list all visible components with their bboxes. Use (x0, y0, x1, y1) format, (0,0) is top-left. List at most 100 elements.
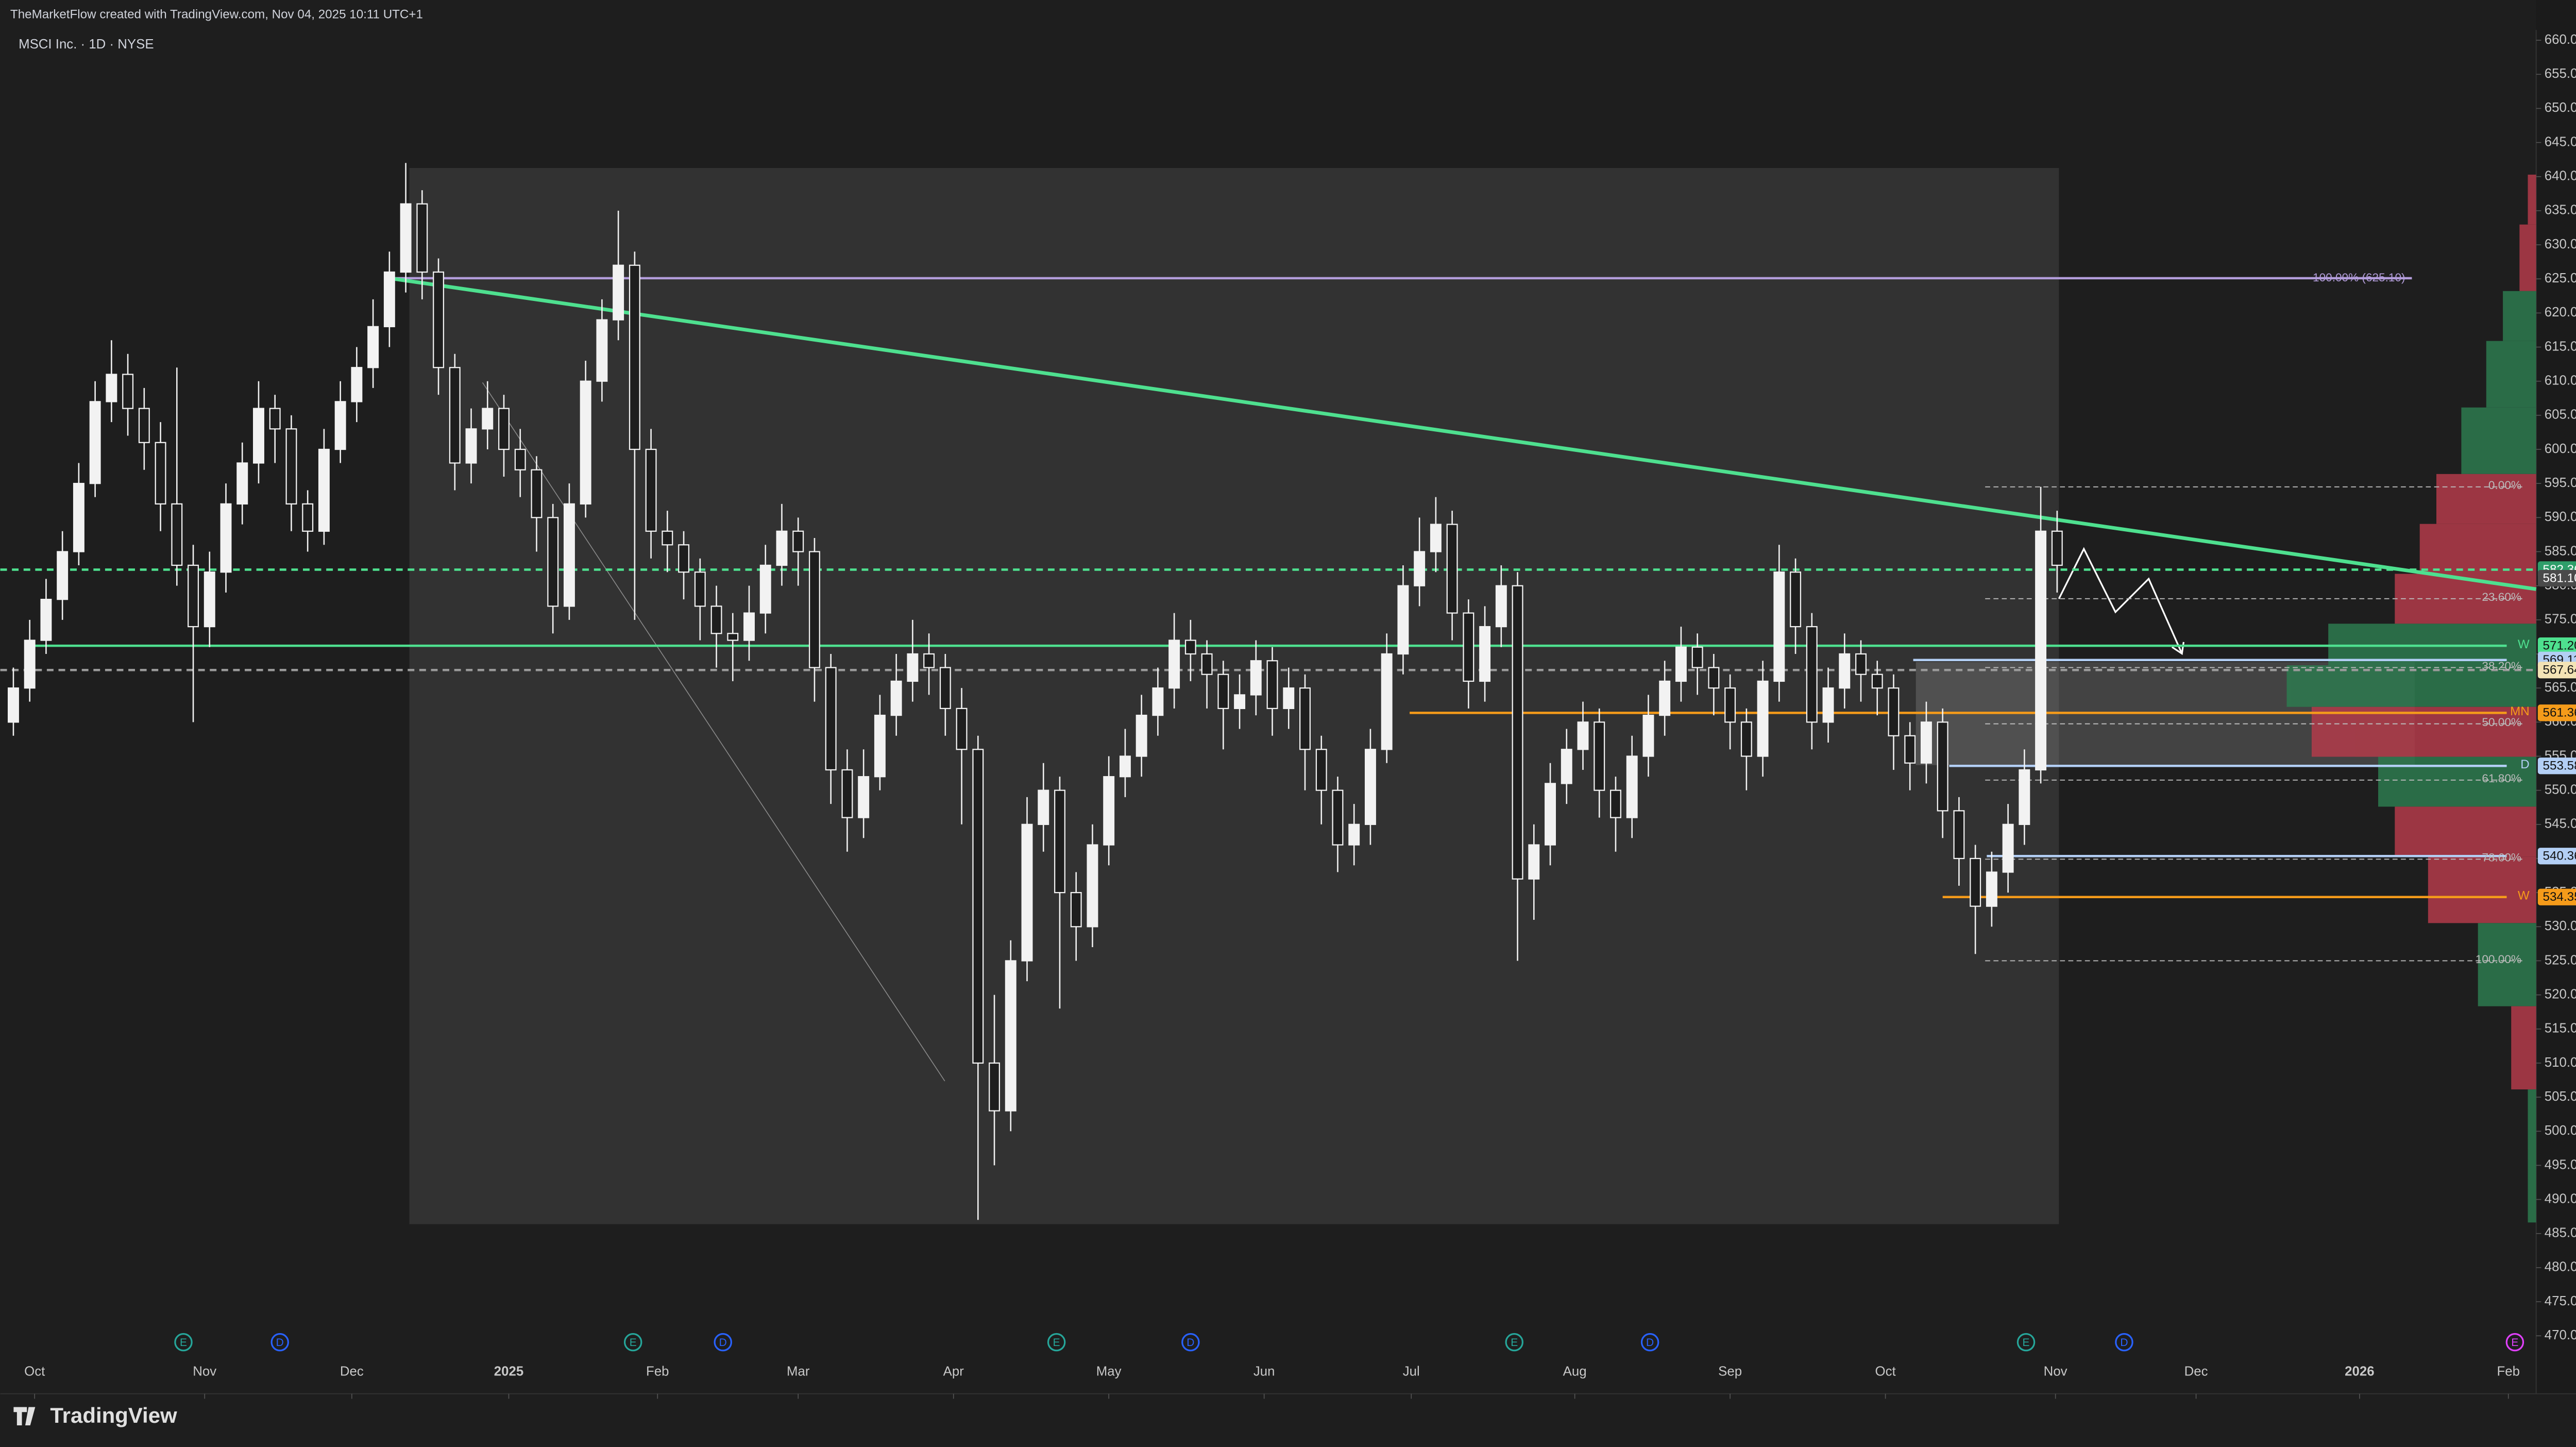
x-tick-label: 2025 (494, 1365, 523, 1379)
candle-body (236, 462, 248, 505)
candle-body (956, 708, 968, 750)
candle-body (351, 367, 363, 402)
event-icon (2115, 1333, 2133, 1352)
candle-body (1463, 612, 1475, 682)
candle-body (1888, 687, 1900, 736)
candle-body (1348, 823, 1360, 846)
y-tick-label: 485.00 (2545, 1226, 2576, 1240)
candle-body (547, 517, 559, 607)
candle-body (1038, 789, 1049, 825)
y-tick-label: 600.00 (2545, 442, 2576, 456)
candle-body (334, 401, 346, 450)
candle-body (645, 448, 657, 532)
event-label: E (630, 1337, 637, 1349)
y-tick-label: 495.00 (2545, 1157, 2576, 1172)
candle-body (1152, 687, 1164, 716)
price-label: 581.10 (2543, 571, 2576, 585)
candle-body (1561, 749, 1572, 784)
candle-body (400, 203, 412, 273)
candle-body (1250, 660, 1262, 696)
event-label: D (1187, 1337, 1194, 1349)
candle-body (1708, 667, 1720, 689)
event-icon (174, 1333, 193, 1352)
candle-body (89, 401, 101, 484)
price-label: 571.20 (2543, 638, 2576, 652)
candle-body (1855, 653, 1867, 675)
y-tick-label: 635.00 (2545, 203, 2576, 217)
y-tick-label: 490.00 (2545, 1191, 2576, 1206)
event-icon (1047, 1333, 1066, 1352)
candle-body (580, 380, 591, 505)
x-tick-label: Nov (2044, 1365, 2067, 1379)
candle-body (1920, 721, 1932, 764)
candle-body (1790, 571, 1802, 628)
candle-body (482, 408, 494, 430)
candle-body (1332, 789, 1344, 846)
y-tick-label: 505.00 (2545, 1089, 2576, 1104)
x-tick-label: Jul (1403, 1365, 1420, 1379)
profile-bar (2486, 341, 2536, 408)
price-label-box (2537, 848, 2576, 865)
profile-bar (2503, 291, 2536, 341)
candle-body (106, 374, 117, 402)
profile-bar (2328, 624, 2536, 666)
event-icon (714, 1333, 733, 1352)
y-tick-label: 500.00 (2545, 1123, 2576, 1138)
candle-body (776, 530, 788, 566)
price-label-box (2537, 758, 2576, 775)
candle-body (1626, 755, 1638, 818)
candle-body (1757, 680, 1769, 757)
y-tick-label: 470.00 (2545, 1328, 2576, 1342)
candle-body (1087, 844, 1098, 928)
candle-body (1364, 749, 1376, 825)
candle-body (531, 469, 543, 518)
y-tick-label: 590.00 (2545, 510, 2576, 524)
candle-body (939, 667, 951, 709)
candle-body (1054, 789, 1065, 894)
x-tick-label: May (1096, 1365, 1122, 1379)
candle-body (907, 653, 919, 682)
y-tick-label: 550.00 (2545, 782, 2576, 797)
profile-bar (2519, 224, 2536, 291)
candle-body (1740, 721, 1752, 757)
candle-body (629, 264, 640, 450)
profile-bar (2528, 174, 2536, 225)
y-tick-label: 630.00 (2545, 237, 2576, 251)
candle-body (1528, 844, 1540, 880)
x-tick-label: Oct (24, 1365, 45, 1379)
candle-body (808, 551, 820, 668)
event-icon (270, 1333, 289, 1352)
diagonal-line (482, 382, 945, 1082)
candle-body (678, 544, 690, 573)
price-label: 561.36 (2543, 706, 2576, 720)
event-icon (1640, 1333, 1659, 1352)
candle-body (285, 428, 297, 505)
x-tick-label: Dec (340, 1365, 364, 1379)
y-tick-label: 595.00 (2545, 476, 2576, 490)
candle-body (1315, 749, 1327, 791)
candle-body (1773, 571, 1785, 682)
event-icon (1505, 1333, 1523, 1352)
y-tick-label: 575.00 (2545, 612, 2576, 627)
candle-body (743, 612, 755, 641)
profile-bar (2311, 706, 2536, 757)
candle-body (2002, 823, 2014, 873)
candle-body (1070, 892, 1082, 928)
profile-bar (2478, 923, 2536, 1006)
candle-body (662, 530, 673, 546)
y-tick-label: 660.00 (2545, 32, 2576, 47)
event-label: E (180, 1337, 187, 1349)
candle-body (269, 408, 281, 430)
candle-body (923, 653, 935, 668)
candle-body (1119, 755, 1131, 778)
candle-body (1103, 776, 1115, 846)
x-tick-label: Apr (943, 1365, 964, 1379)
candle-body (1136, 714, 1147, 757)
candle-body (1266, 660, 1278, 709)
candle-body (1381, 653, 1393, 750)
candle-body (1446, 524, 1458, 614)
plot: 660.00 655.00 650.00 645.00 640.00 635.00 630.… (0, 32, 2576, 1399)
x-tick-label: 2026 (2345, 1365, 2374, 1379)
y-tick-label: 565.00 (2545, 680, 2576, 695)
candle-body (302, 503, 314, 532)
